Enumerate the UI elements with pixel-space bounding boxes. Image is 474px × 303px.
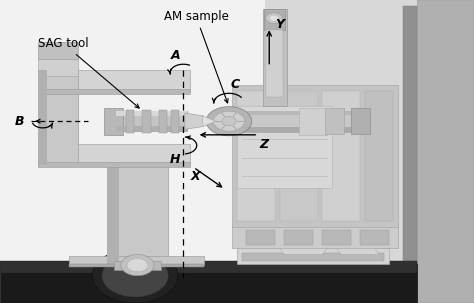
Circle shape xyxy=(213,111,245,131)
Polygon shape xyxy=(69,256,204,265)
Text: X: X xyxy=(191,170,201,183)
Text: C: C xyxy=(231,78,240,91)
Polygon shape xyxy=(104,108,123,135)
Polygon shape xyxy=(332,242,379,255)
Circle shape xyxy=(265,13,283,24)
Polygon shape xyxy=(265,0,417,285)
Circle shape xyxy=(222,117,236,126)
Polygon shape xyxy=(266,30,283,97)
Polygon shape xyxy=(116,126,187,131)
Polygon shape xyxy=(0,264,417,303)
Polygon shape xyxy=(107,164,168,264)
Text: SAG tool: SAG tool xyxy=(38,37,139,108)
Polygon shape xyxy=(365,91,393,221)
Polygon shape xyxy=(185,113,204,129)
Polygon shape xyxy=(142,110,151,133)
Polygon shape xyxy=(322,91,360,221)
Text: Y: Y xyxy=(275,18,284,31)
Polygon shape xyxy=(275,242,332,255)
Polygon shape xyxy=(116,111,187,116)
Polygon shape xyxy=(202,116,216,127)
Polygon shape xyxy=(237,248,389,264)
Text: A: A xyxy=(171,49,180,62)
Polygon shape xyxy=(0,261,417,273)
Polygon shape xyxy=(264,9,285,30)
Polygon shape xyxy=(38,42,78,59)
Polygon shape xyxy=(403,6,417,285)
Polygon shape xyxy=(159,110,167,133)
Circle shape xyxy=(206,107,252,136)
Polygon shape xyxy=(232,224,398,248)
Polygon shape xyxy=(246,230,275,245)
Text: AM sample: AM sample xyxy=(164,10,228,103)
Polygon shape xyxy=(299,108,327,135)
Circle shape xyxy=(127,258,148,272)
Polygon shape xyxy=(322,230,351,245)
Polygon shape xyxy=(38,58,78,76)
Polygon shape xyxy=(263,9,287,106)
Polygon shape xyxy=(284,230,313,245)
Polygon shape xyxy=(351,108,370,134)
Circle shape xyxy=(121,255,154,276)
Polygon shape xyxy=(116,111,187,131)
Text: B: B xyxy=(15,115,25,128)
Polygon shape xyxy=(126,110,134,133)
Polygon shape xyxy=(38,70,47,165)
Text: H: H xyxy=(170,153,181,166)
Polygon shape xyxy=(232,127,360,132)
Polygon shape xyxy=(171,110,179,133)
Polygon shape xyxy=(280,91,318,221)
Polygon shape xyxy=(325,108,344,134)
Polygon shape xyxy=(237,106,332,188)
Polygon shape xyxy=(38,144,190,164)
Polygon shape xyxy=(69,264,204,267)
Polygon shape xyxy=(237,91,275,221)
Polygon shape xyxy=(107,164,118,264)
Polygon shape xyxy=(232,85,398,227)
Polygon shape xyxy=(38,70,78,165)
Circle shape xyxy=(92,248,178,303)
Polygon shape xyxy=(232,111,360,132)
Polygon shape xyxy=(232,111,360,115)
Polygon shape xyxy=(38,89,190,94)
Polygon shape xyxy=(360,230,389,245)
Polygon shape xyxy=(417,0,474,303)
Circle shape xyxy=(102,255,168,297)
Text: Z: Z xyxy=(260,138,269,152)
Polygon shape xyxy=(38,70,190,91)
Circle shape xyxy=(269,15,279,21)
Polygon shape xyxy=(242,253,384,261)
Polygon shape xyxy=(114,261,161,270)
Polygon shape xyxy=(38,162,190,167)
